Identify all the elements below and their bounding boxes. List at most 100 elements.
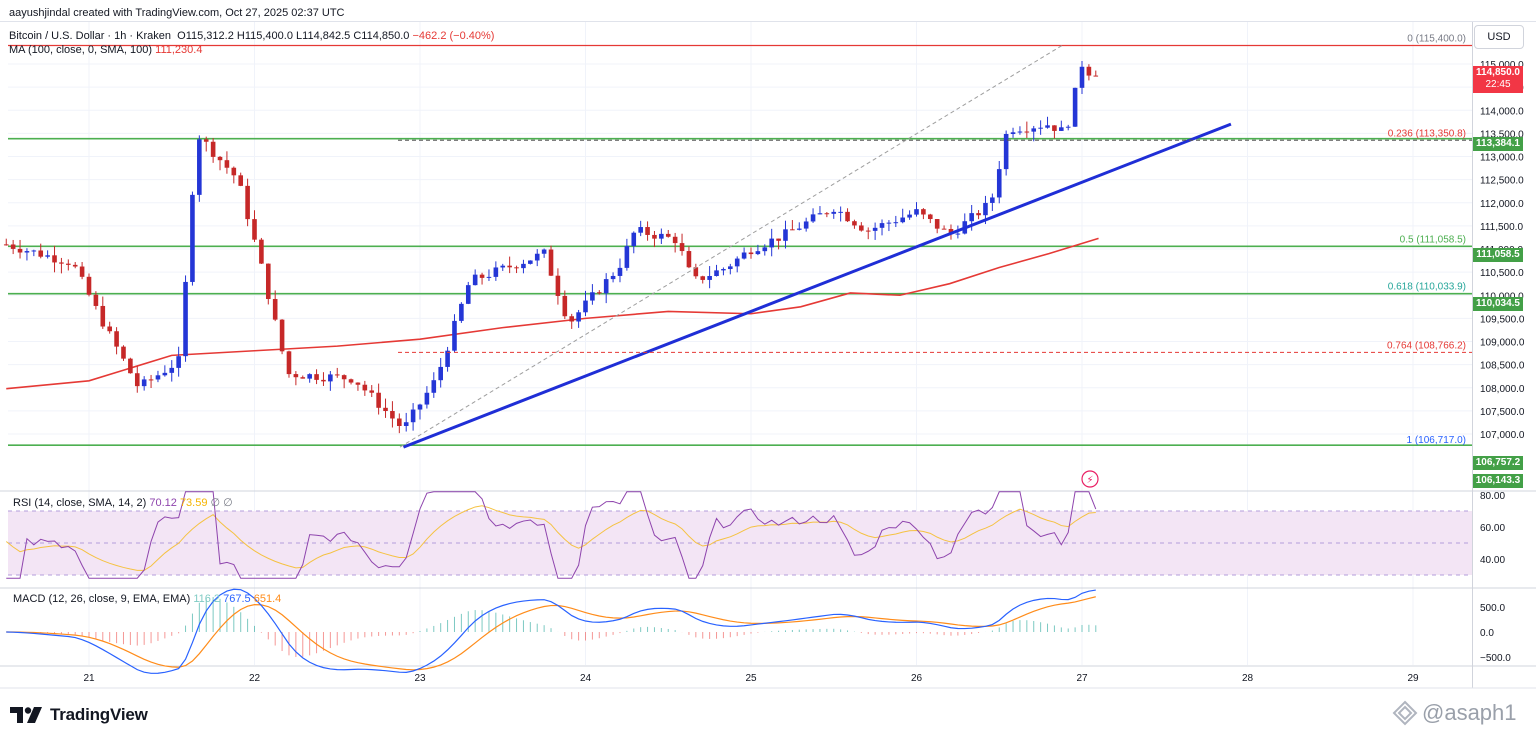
candle-body [59,262,64,264]
candle-body [631,232,637,247]
fib-retracement[interactable]: 0 (115,400.0) 0.236 (113,350.8) 0.5 (111,0… [398,34,1472,448]
macd-indicator [6,588,1097,674]
candle-body [465,285,471,304]
candle-body [879,223,885,228]
candle-body [534,253,540,261]
level-badge-106143: 106,143.3 [1473,474,1523,488]
candle-body [665,233,671,237]
candle-body [231,167,237,176]
candle-body [376,392,381,408]
candle-body [914,209,919,215]
rsi-value: 70.12 [149,497,177,509]
candle-body [390,411,395,419]
candle-body [838,211,843,213]
rsi-legend[interactable]: RSI (14, close, SMA, 14, 2) 70.12 73.59 … [13,497,233,509]
rsi-label[interactable]: RSI (14, close, SMA, 14, 2) [13,497,147,509]
candle-body [907,214,912,218]
tradingview-logo[interactable]: TradingView [10,704,148,726]
candle-body [652,234,657,239]
time-tick-label: 21 [83,673,95,684]
symbol-legend[interactable]: Bitcoin / U.S. Dollar · 1h · Kraken O115… [9,30,494,42]
candle-body [776,238,781,241]
candle-body [783,229,788,241]
candle-body [79,266,85,277]
candle-body [397,418,402,426]
candles[interactable] [3,61,1099,434]
candle-body [438,366,443,381]
macd-tick-label: 500.0 [1480,603,1505,614]
ma-legend[interactable]: MA (100, close, 0, SMA, 100) 111,230.4 [9,44,202,56]
fib-label: 1 (106,717.0) [1407,435,1467,446]
candle-body [321,379,326,382]
candle-body [762,247,768,252]
candle-body [38,250,44,257]
trendline[interactable]: ⚡ [402,122,1232,488]
candle-body [1038,127,1043,129]
candle-body [1024,131,1030,133]
rsi-tick-label: 60.00 [1480,523,1505,534]
diamond-icon [1392,700,1418,726]
watermark-text: @asaph1 [1422,700,1517,725]
candle-body [528,260,533,264]
candle-body [410,409,416,423]
tradingview-logo-icon [10,707,42,723]
candle-body [493,267,499,277]
macd-tick-label: −500.0 [1480,653,1511,664]
candle-body [100,305,106,327]
candle-body [693,267,699,277]
candle-body [562,295,568,317]
candle-body [203,139,209,142]
ma-line [6,237,1099,390]
candle-body [831,211,837,214]
rsi-tick-label: 80.00 [1480,491,1505,502]
candle-body [355,382,361,385]
candle-body [169,367,175,373]
candle-body [210,141,216,157]
candle-body [521,263,526,269]
candle-body [162,372,168,376]
candle-body [224,160,230,168]
candle-body [369,390,375,393]
candle-body [314,374,319,380]
candle-body [197,139,202,195]
price-tick-label: 107,500.0 [1480,407,1525,418]
candle-body [721,269,726,271]
macd-signal-value: 651.4 [253,593,282,605]
candle-body [1052,125,1057,131]
price-tick-label: 113,000.0 [1480,153,1524,164]
macd-label[interactable]: MACD (12, 26, close, 9, EMA, EMA) [13,593,191,605]
macd-hist-value: 116.2 [193,593,221,605]
trendline-line [402,122,1232,449]
candle-body [24,251,30,253]
fib-label: 0.764 (108,766.2) [1387,340,1466,351]
time-tick-label: 26 [911,673,923,684]
alert-icon-glyph: ⚡ [1086,475,1093,486]
candle-body [183,281,188,357]
level-badge-110034: 110,034.5 [1473,297,1523,311]
candle-body [707,275,712,280]
currency-button[interactable]: USD [1474,25,1524,49]
macd-line [6,588,1096,674]
alert-icon [1081,470,1099,488]
ma-label[interactable]: MA (100, close, 0, SMA, 100) [9,44,153,56]
symbol-name[interactable]: Bitcoin / U.S. Dollar · 1h · Kraken [9,30,172,42]
ohlc-open: O115,312.2 [177,30,234,42]
macd-legend[interactable]: MACD (12, 26, close, 9, EMA, EMA) 116.2 … [13,593,281,605]
tradingview-logo-text: TradingView [50,705,148,724]
candle-body [555,275,561,296]
price-tick-label: 108,500.0 [1480,361,1525,372]
candle-body [603,279,609,294]
candle-body [403,422,409,426]
candle-body [141,379,147,387]
candle-body [93,294,99,306]
candle-body [66,263,71,265]
candle-body [659,233,664,239]
candle-body [624,246,630,268]
rsi-tick-label: 40.00 [1480,555,1505,566]
candle-body [424,392,430,405]
time-tick-label: 25 [745,673,757,684]
candle-body [252,219,257,240]
